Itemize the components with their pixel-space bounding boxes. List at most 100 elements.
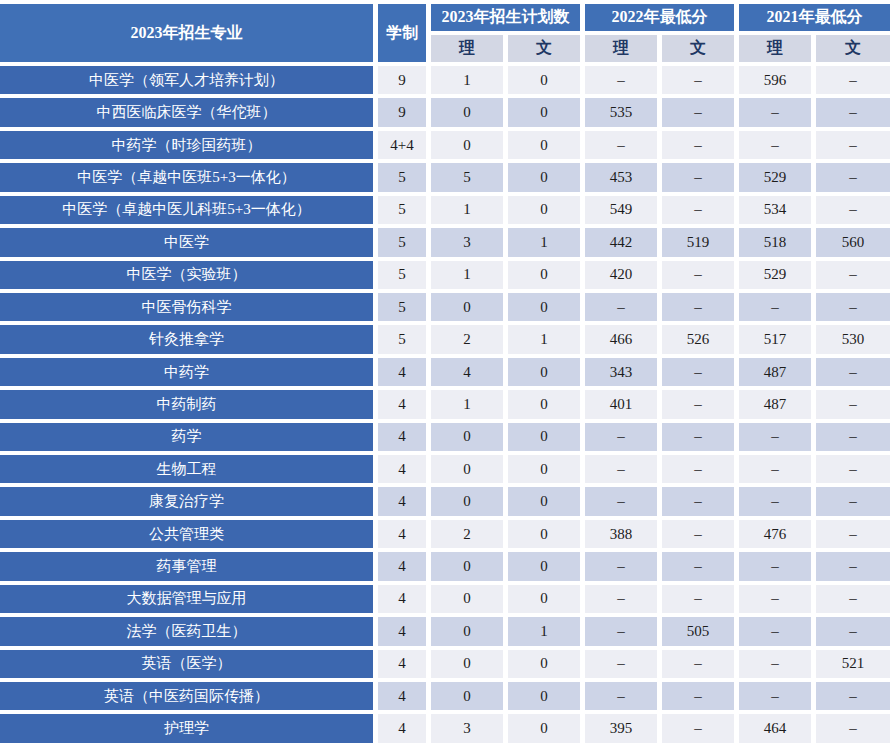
score-cell: 505: [662, 617, 734, 645]
score-cell: –: [816, 66, 890, 94]
score-cell: –: [662, 358, 734, 386]
score-cell: –: [816, 390, 890, 418]
score-cell: 517: [739, 325, 811, 353]
score-cell: 0: [431, 617, 503, 645]
table-row: 护理学430395–464–: [0, 714, 890, 743]
score-cell: 442: [585, 228, 657, 256]
duration-cell: 4: [378, 455, 426, 483]
major-cell: 中医学（卓越中医儿科班5+3一体化）: [0, 196, 373, 224]
score-cell: 0: [431, 293, 503, 321]
score-cell: 464: [739, 714, 811, 743]
score-cell: 453: [585, 163, 657, 191]
score-cell: 0: [508, 650, 580, 678]
major-cell: 英语（中医药国际传播）: [0, 682, 373, 710]
table-row: 中西医临床医学（华佗班）900535–––: [0, 98, 890, 126]
table-row: 中医学（领军人才培养计划）910––596–: [0, 66, 890, 94]
table-row: 药事管理400––––: [0, 552, 890, 580]
duration-cell: 5: [378, 228, 426, 256]
score-cell: –: [585, 617, 657, 645]
admissions-table: 2023年招生专业 学制 2023年招生计划数 2022年最低分 2021年最低…: [0, 0, 890, 743]
score-cell: –: [662, 293, 734, 321]
score-cell: 388: [585, 520, 657, 548]
score-cell: –: [662, 520, 734, 548]
major-cell: 中药学（时珍国药班）: [0, 131, 373, 159]
duration-cell: 4: [378, 520, 426, 548]
major-cell: 大数据管理与应用: [0, 585, 373, 613]
duration-cell: 4: [378, 390, 426, 418]
score-cell: 1: [508, 325, 580, 353]
score-cell: 0: [508, 293, 580, 321]
header-plan-2023: 2023年招生计划数: [431, 4, 580, 31]
score-cell: 1: [431, 261, 503, 289]
score-cell: –: [816, 682, 890, 710]
major-cell: 针灸推拿学: [0, 325, 373, 353]
major-cell: 生物工程: [0, 455, 373, 483]
score-cell: –: [816, 617, 890, 645]
score-cell: –: [816, 585, 890, 613]
score-cell: 0: [508, 390, 580, 418]
score-cell: 4: [431, 358, 503, 386]
score-cell: –: [662, 487, 734, 515]
score-cell: 560: [816, 228, 890, 256]
major-cell: 中医骨伤科学: [0, 293, 373, 321]
score-cell: 519: [662, 228, 734, 256]
major-cell: 中西医临床医学（华佗班）: [0, 98, 373, 126]
table-row: 中药学440343–487–: [0, 358, 890, 386]
score-cell: –: [816, 358, 890, 386]
score-cell: –: [739, 98, 811, 126]
score-cell: 0: [508, 98, 580, 126]
score-cell: –: [585, 455, 657, 483]
score-cell: 526: [662, 325, 734, 353]
score-cell: 2: [431, 520, 503, 548]
table-row: 中医学（卓越中医儿科班5+3一体化）510549–534–: [0, 196, 890, 224]
duration-cell: 4: [378, 617, 426, 645]
subheader-science-2021: 理: [739, 35, 811, 62]
score-cell: 487: [739, 390, 811, 418]
table-row: 英语（医学）400–––521: [0, 650, 890, 678]
header-min-2021: 2021年最低分: [739, 4, 890, 31]
subheader-arts-2021: 文: [816, 35, 890, 62]
score-cell: –: [662, 650, 734, 678]
score-cell: 2: [431, 325, 503, 353]
score-cell: –: [816, 261, 890, 289]
score-cell: –: [662, 261, 734, 289]
table-body: 中医学（领军人才培养计划）910––596– 中西医临床医学（华佗班）900535…: [0, 66, 890, 743]
score-cell: –: [739, 650, 811, 678]
score-cell: 1: [431, 66, 503, 94]
score-cell: 343: [585, 358, 657, 386]
score-cell: –: [662, 552, 734, 580]
score-cell: 0: [431, 585, 503, 613]
duration-cell: 4+4: [378, 131, 426, 159]
score-cell: 0: [508, 520, 580, 548]
score-cell: –: [739, 423, 811, 451]
score-cell: 529: [739, 261, 811, 289]
score-cell: 0: [508, 585, 580, 613]
table-row: 公共管理类420388–476–: [0, 520, 890, 548]
duration-cell: 4: [378, 423, 426, 451]
table-row: 针灸推拿学521466526517530: [0, 325, 890, 353]
score-cell: 0: [508, 455, 580, 483]
score-cell: 487: [739, 358, 811, 386]
score-cell: 596: [739, 66, 811, 94]
table-row: 法学（医药卫生）401–505––: [0, 617, 890, 645]
score-cell: –: [662, 196, 734, 224]
duration-cell: 5: [378, 293, 426, 321]
table-row: 康复治疗学400––––: [0, 487, 890, 515]
major-cell: 中医学: [0, 228, 373, 256]
table-row: 中医骨伤科学500––––: [0, 293, 890, 321]
score-cell: 0: [508, 131, 580, 159]
score-cell: 0: [431, 487, 503, 515]
score-cell: 0: [508, 163, 580, 191]
major-cell: 公共管理类: [0, 520, 373, 548]
duration-cell: 4: [378, 552, 426, 580]
score-cell: –: [739, 131, 811, 159]
score-cell: 529: [739, 163, 811, 191]
score-cell: 0: [508, 196, 580, 224]
score-cell: 0: [431, 423, 503, 451]
score-cell: 1: [431, 390, 503, 418]
score-cell: –: [662, 714, 734, 743]
score-cell: –: [816, 293, 890, 321]
score-cell: 530: [816, 325, 890, 353]
duration-cell: 5: [378, 325, 426, 353]
score-cell: 0: [431, 682, 503, 710]
